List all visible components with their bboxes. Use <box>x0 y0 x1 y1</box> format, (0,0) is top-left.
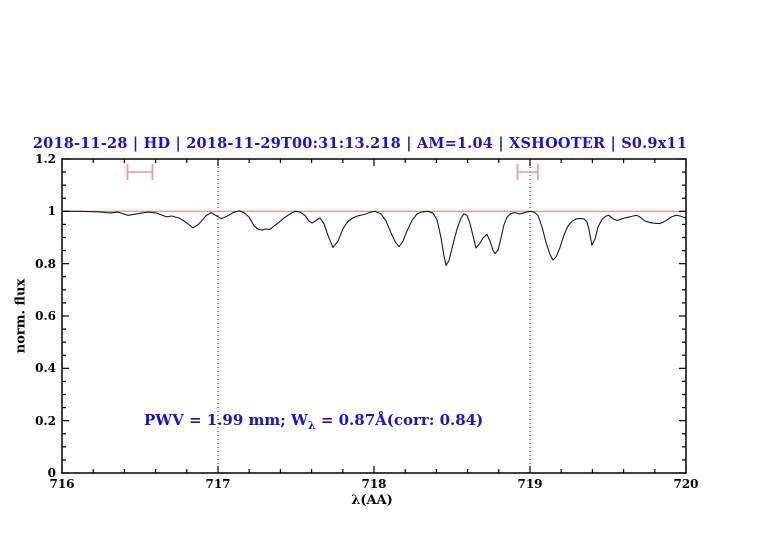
y-tick-label: 0.4 <box>35 361 56 376</box>
y-tick-label: 0.8 <box>35 256 56 271</box>
y-tick-label: 0.2 <box>35 413 56 428</box>
x-axis-label: λ(AA) <box>351 493 393 508</box>
x-tick-label: 719 <box>517 477 543 491</box>
y-tick-label: 0 <box>47 466 56 480</box>
x-tick-label: 717 <box>205 477 231 491</box>
annotation-prefix: PWV = 1.99 mm; W <box>144 411 308 429</box>
pwv-annotation: PWV = 1.99 mm; Wλ = 0.87Å(corr: 0.84) <box>144 411 483 432</box>
annotation-suffix: = 0.87Å(corr: 0.84) <box>315 411 484 429</box>
y-tick-label: 1.2 <box>35 152 56 166</box>
x-tick-label: 718 <box>361 477 387 491</box>
plot-title: 2018-11-28 | HD | 2018-11-29T00:31:13.21… <box>32 135 688 152</box>
annotation-lambda-subscript: λ <box>307 419 316 432</box>
x-tick-label: 716 <box>49 477 75 491</box>
spectrum-line <box>61 210 687 267</box>
y-tick-label: 0.6 <box>35 309 56 323</box>
x-tick-label: 720 <box>673 477 699 491</box>
y-tick-label: 1 <box>47 204 56 219</box>
